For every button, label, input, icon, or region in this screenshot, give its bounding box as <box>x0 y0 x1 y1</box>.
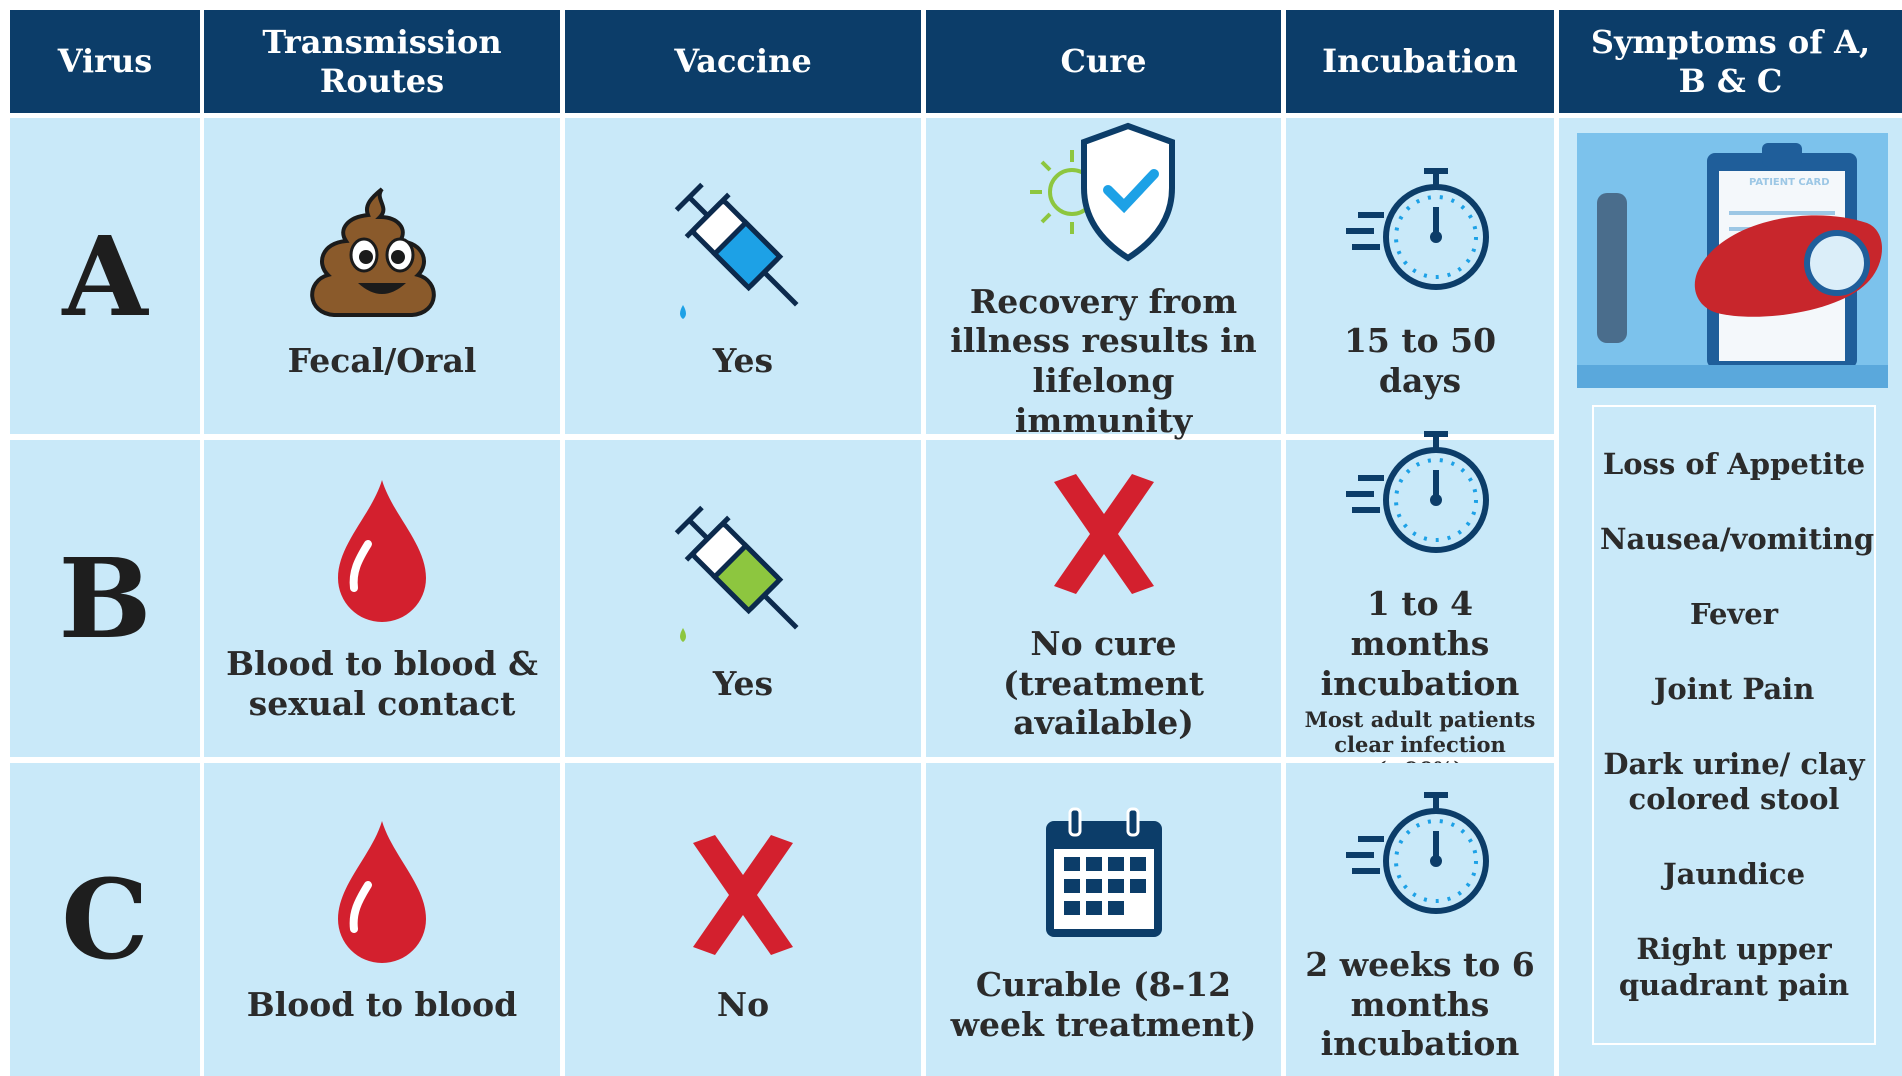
virus-letter: C <box>10 763 200 1076</box>
transmission-icon <box>302 171 462 331</box>
header-cell: Incubation <box>1286 10 1554 113</box>
cure-cell: No cure (treatment available) <box>926 440 1281 757</box>
vaccine-cell: Yes <box>565 118 921 434</box>
vaccine-cell: No <box>565 763 921 1076</box>
transmission-cell: Blood to blood & sexual contact <box>204 440 560 757</box>
header-cell: Symptoms of A, B & C <box>1559 10 1902 113</box>
cure-icon <box>1024 795 1184 955</box>
vaccine-icon <box>663 815 823 975</box>
incubation-icon <box>1340 414 1500 574</box>
vaccine-text: Yes <box>712 341 774 381</box>
header-cell: Virus <box>10 10 200 113</box>
incubation-icon <box>1340 151 1500 311</box>
cure-icon <box>1024 454 1184 614</box>
incubation-text: 15 to 50 days <box>1343 321 1497 400</box>
vaccine-icon <box>663 494 823 654</box>
vaccine-icon <box>663 171 823 331</box>
cure-text: Recovery from illness results in lifelon… <box>950 281 1257 440</box>
cure-text: Curable (8-12 week treatment) <box>950 964 1257 1044</box>
vaccine-text: No <box>716 984 770 1024</box>
incubation-text: 2 weeks to 6 months incubation <box>1305 945 1535 1064</box>
header-cell: Vaccine <box>565 10 921 113</box>
transmission-text: Fecal/Oral <box>287 341 477 381</box>
cure-text: No cure (treatment available) <box>1002 624 1204 743</box>
transmission-icon <box>302 815 462 975</box>
vaccine-cell: Yes <box>565 440 921 757</box>
incubation-text: 1 to 4 months incubation <box>1320 584 1520 703</box>
illustration: PATIENT CARD <box>1577 133 1888 388</box>
symptom: Nausea/vomiting <box>1600 521 1875 556</box>
symptom: Dark urine/ clay colored stool <box>1603 746 1865 817</box>
cure-cell: Curable (8-12 week treatment) <box>926 763 1281 1076</box>
symptom: Joint Pain <box>1653 671 1815 706</box>
transmission-text: Blood to blood <box>246 984 518 1024</box>
symptoms-list: Loss of Appetite Nausea/vomiting Fever Join… <box>1592 405 1876 1045</box>
transmission-cell: Fecal/Oral <box>204 118 560 434</box>
incubation-cell: 2 weeks to 6 months incubation <box>1286 763 1554 1076</box>
symptom: Right upper quadrant pain <box>1618 932 1850 1002</box>
cure-cell: Recovery from illness results in lifelon… <box>926 118 1281 440</box>
cure-icon <box>1024 112 1184 272</box>
incubation-note: Most adult patients clear infection (~90… <box>1304 707 1536 782</box>
incubation-cell: 1 to 4 months incubation Most adult patie… <box>1286 431 1554 782</box>
incubation-icon <box>1340 775 1500 935</box>
virus-letter: A <box>10 118 200 434</box>
symptom: Fever <box>1689 596 1779 631</box>
transmission-text: Blood to blood & sexual contact <box>226 643 538 723</box>
incubation-cell: 15 to 50 days <box>1286 118 1554 434</box>
symptom: Loss of Appetite <box>1602 446 1866 481</box>
transmission-cell: Blood to blood <box>204 763 560 1076</box>
vaccine-text: Yes <box>712 663 774 703</box>
illustration-label: PATIENT CARD <box>1749 177 1830 188</box>
header-cell: Cure <box>926 10 1281 113</box>
symptom: Jaundice <box>1662 857 1806 892</box>
virus-letter: B <box>10 440 200 757</box>
transmission-icon <box>302 474 462 634</box>
header-cell: Transmission Routes <box>204 10 560 113</box>
